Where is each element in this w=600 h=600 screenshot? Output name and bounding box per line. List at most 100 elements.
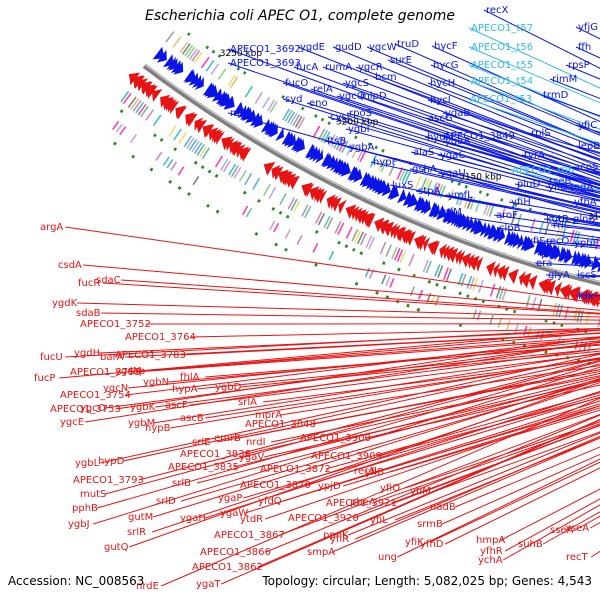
cog-stripe [425, 260, 432, 274]
cog-stripe [538, 220, 545, 234]
leader-line [467, 98, 600, 145]
leader-line [155, 348, 600, 408]
leader-line [353, 425, 600, 519]
cog-stripe [489, 314, 494, 325]
cog-stripe [222, 160, 231, 173]
cog-stripe [399, 168, 406, 181]
dot-mark [560, 323, 564, 328]
leader-line [243, 394, 600, 499]
forward-gene-label: gshA [412, 164, 437, 175]
gene-arrow [508, 268, 519, 285]
cog-stripe [323, 215, 331, 229]
leader-line [100, 353, 600, 464]
dot-mark [217, 54, 222, 58]
cog-stripe [463, 195, 471, 208]
leader-line [410, 151, 600, 201]
forward-gene-label: syd [285, 94, 302, 105]
cog-stripe [525, 295, 531, 309]
forward-gene-label: hycI [430, 95, 451, 106]
cog-stripe [322, 131, 331, 144]
forward-gene-label: ygbA [349, 142, 375, 153]
forward-gene-label: ygdE [300, 42, 325, 53]
cog-stripe [422, 259, 429, 273]
leader-line [205, 358, 600, 419]
forward-gene-label: ascG [428, 113, 453, 124]
reverse-gene-label: ygbD [215, 382, 242, 393]
leader-line [149, 338, 600, 372]
gene-arrow [281, 130, 292, 145]
gene-arrow [162, 54, 174, 68]
topology-text: Topology: circular; Length: 5,082,025 bp… [262, 574, 592, 588]
forward-gene-label: cysJ [330, 112, 350, 123]
gene-arrow [332, 158, 345, 173]
leader-line [342, 82, 600, 174]
forward-gene-label: yphE [574, 238, 599, 249]
cog-stripe [434, 264, 441, 277]
cog-stripe [269, 100, 278, 114]
leader-line [355, 435, 600, 540]
cog-stripe [514, 322, 519, 333]
reverse-gene-label: fucR [78, 278, 100, 289]
leader-line [405, 421, 600, 489]
gene-arrow [314, 187, 322, 202]
reverse-gene-label: xseA [565, 523, 589, 534]
dot-mark [359, 251, 364, 256]
cog-stripe [152, 114, 162, 127]
reverse-gene-label: srlD [156, 496, 176, 507]
leader-line [395, 437, 600, 521]
gene-arrow [461, 252, 472, 268]
cog-stripe [359, 232, 367, 246]
cog-stripe [290, 198, 298, 211]
cog-stripe [220, 158, 229, 171]
dot-mark [236, 66, 241, 71]
dot-mark [320, 117, 325, 122]
gene-arrow [275, 127, 284, 142]
leader-line [97, 363, 600, 509]
leader-line [427, 99, 600, 160]
reverse-gene-label: pheA [350, 497, 376, 508]
cog-stripe [155, 151, 163, 161]
dot-mark [385, 295, 390, 300]
reverse-gene-label: srlB [172, 478, 191, 489]
cog-stripe [380, 159, 388, 173]
cog-stripe [165, 31, 175, 43]
forward-gene-label: yfiD [548, 182, 568, 193]
reverse-gene-label: ygaV [239, 452, 264, 463]
cog-stripe [166, 159, 174, 169]
cog-stripe [469, 276, 476, 290]
cog-stripe [137, 103, 147, 116]
gene-arrow [439, 243, 448, 259]
cog-stripe [531, 296, 537, 310]
gene-arrow [185, 112, 196, 126]
cog-stripe [217, 68, 227, 80]
cog-stripe [497, 317, 503, 328]
leader-line [468, 46, 600, 104]
dot-mark [458, 323, 463, 328]
reverse-gene-label: pphB [72, 503, 98, 514]
leader-line [65, 226, 600, 304]
cog-stripe [364, 267, 371, 278]
leader-line [85, 341, 600, 423]
cog-stripe [381, 274, 387, 285]
gene-arrow [291, 136, 303, 151]
cog-stripe [263, 183, 271, 196]
cog-stripe [227, 74, 236, 87]
cog-stripe [489, 283, 496, 297]
cog-stripe [289, 112, 298, 125]
gene-arrow [487, 224, 498, 240]
cog-stripe [242, 205, 249, 216]
gene-arrow [395, 226, 405, 241]
gene-arrow [587, 291, 597, 307]
leader-line [370, 161, 600, 214]
reverse-gene-label: yfiK [405, 537, 424, 548]
forward-gene-label: rseB [549, 176, 571, 187]
cog-stripe [385, 276, 391, 287]
gene-arrow [347, 165, 358, 180]
kbp-tick-label: 3250 kbp [220, 49, 263, 59]
reverse-gene-label: srlA [238, 397, 257, 408]
dot-mark [481, 299, 486, 304]
gene-arrow [392, 224, 401, 240]
leader-line [379, 405, 600, 472]
leader-line [442, 112, 600, 166]
reverse-gene-label: gutM [128, 512, 153, 523]
